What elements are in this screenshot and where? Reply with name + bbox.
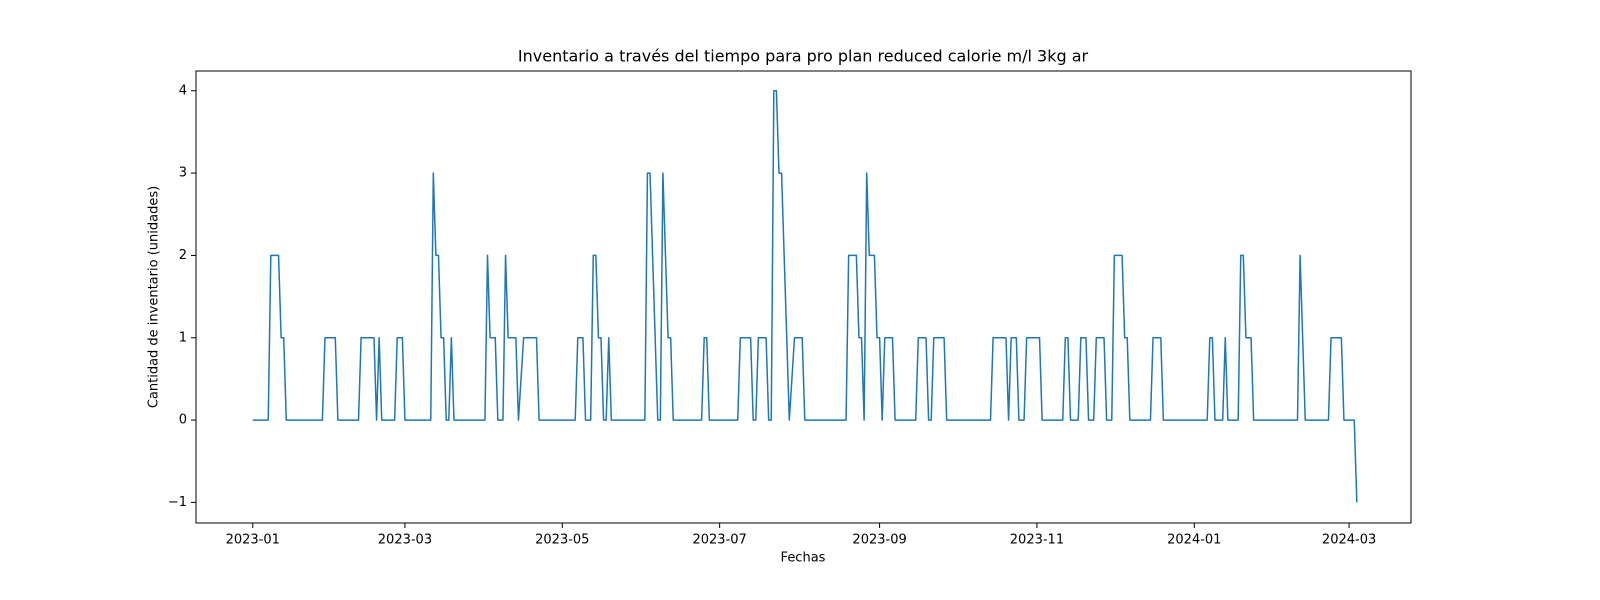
x-tick-label: 2023-05 bbox=[535, 533, 589, 548]
x-tick-label: 2023-01 bbox=[226, 533, 280, 548]
y-tick-label: 0 bbox=[179, 413, 187, 428]
x-tick-label: 2023-07 bbox=[692, 533, 746, 548]
chart-title: Inventario a través del tiempo para pro … bbox=[518, 47, 1089, 66]
y-axis-label: Cantidad de inventario (unidades) bbox=[147, 186, 162, 408]
x-tick-label: 2023-09 bbox=[852, 533, 906, 548]
y-tick-label: −1 bbox=[168, 495, 187, 510]
y-tick-label: 4 bbox=[179, 83, 187, 98]
x-axis-label: Fechas bbox=[781, 551, 826, 566]
x-tick-label: 2024-01 bbox=[1167, 533, 1221, 548]
series-line bbox=[252, 90, 1358, 503]
x-tick-label: 2023-03 bbox=[378, 533, 432, 548]
y-tick-label: 3 bbox=[179, 166, 187, 181]
plot-frame bbox=[195, 70, 1412, 524]
x-tick-label: 2024-03 bbox=[1322, 533, 1376, 548]
y-tick-label: 2 bbox=[179, 248, 187, 263]
y-tick-label: 1 bbox=[179, 330, 187, 345]
x-tick-label: 2023-11 bbox=[1010, 533, 1064, 548]
